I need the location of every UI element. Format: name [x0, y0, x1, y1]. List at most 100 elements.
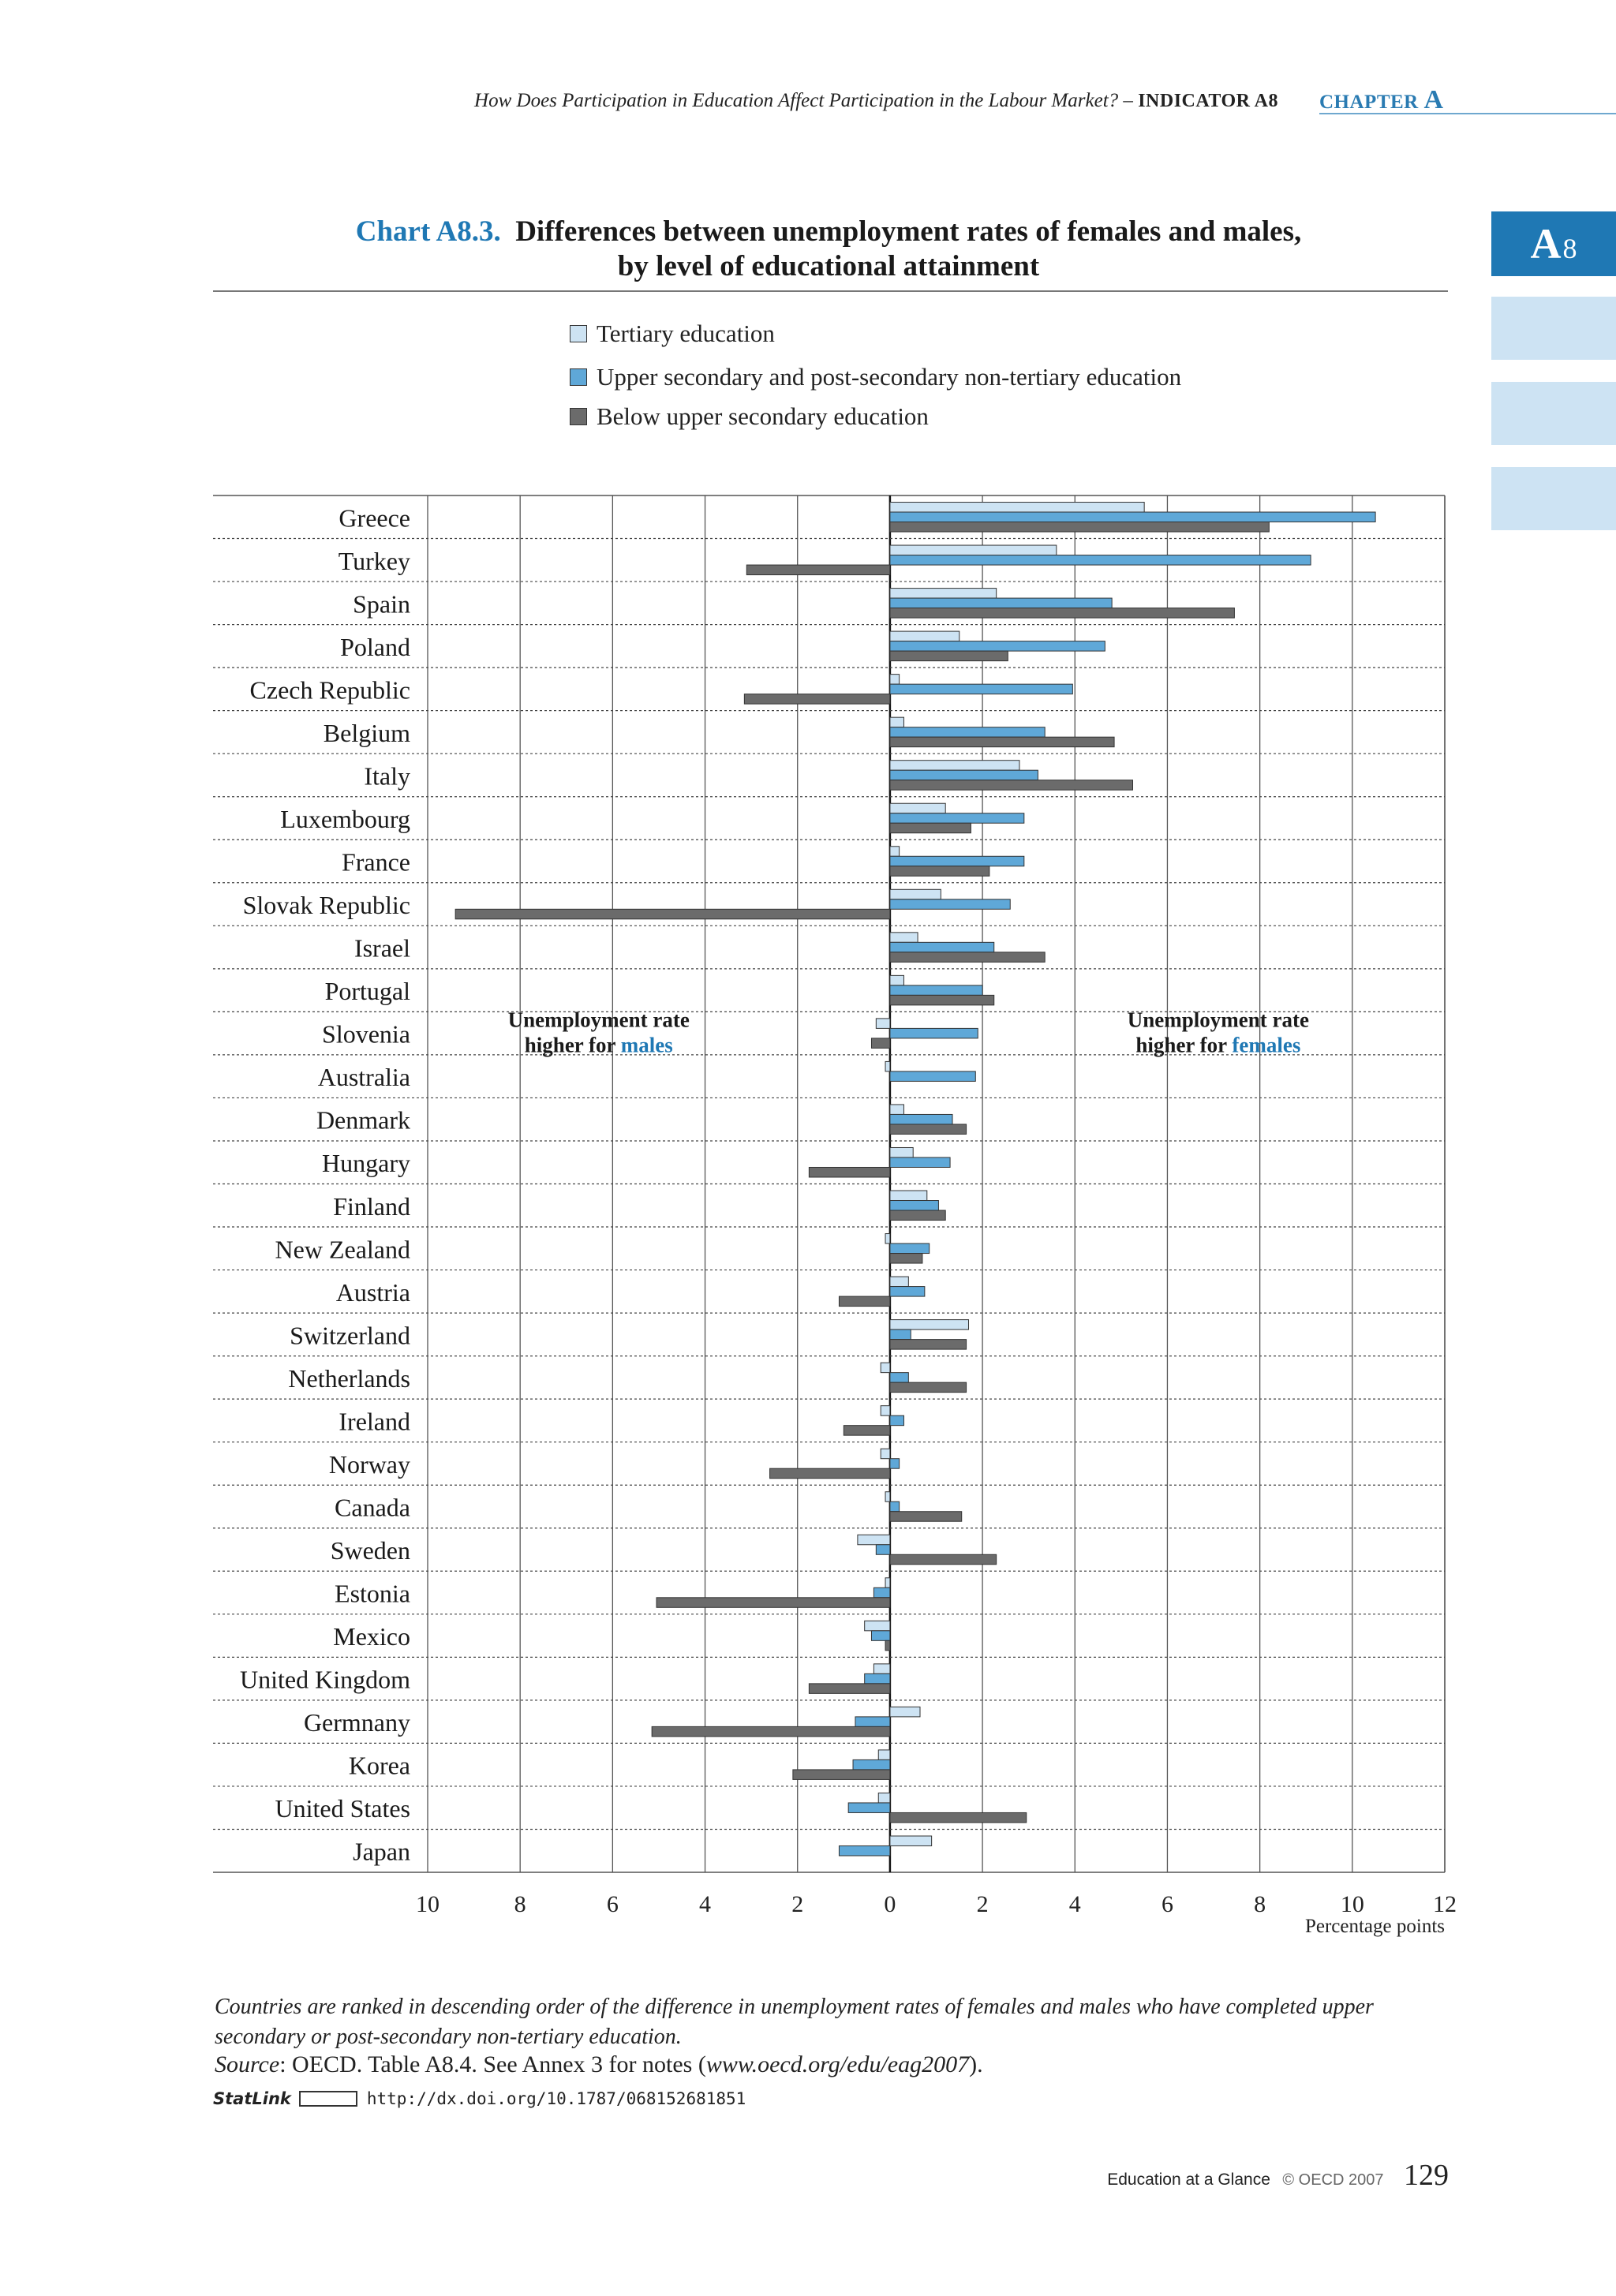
title-rule [213, 290, 1448, 292]
bar-upper-secondary [889, 1113, 953, 1125]
bar-below-upper [808, 1166, 891, 1178]
bar-tertiary [889, 888, 941, 900]
bar-tertiary [880, 1362, 891, 1374]
annotation-right-line2: higher for females [1135, 1034, 1300, 1057]
legend-label-tertiary: Tertiary education [597, 320, 775, 347]
legend-label-upper-secondary: Upper secondary and post-secondary non-t… [597, 363, 1182, 391]
x-axis-label: Percentage points [1305, 1916, 1445, 1937]
bar-tertiary [877, 1792, 891, 1804]
bar-below-upper [889, 1554, 997, 1565]
category-label: Belgium [324, 719, 410, 747]
bar-tertiary [877, 1749, 891, 1760]
category-label: Hungary [322, 1149, 410, 1177]
bar-tertiary [889, 802, 946, 814]
bar-below-upper [454, 908, 891, 920]
source-label: Source [215, 2051, 280, 2077]
category-label: Japan [353, 1838, 410, 1866]
bar-tertiary [889, 846, 900, 857]
bar-tertiary [885, 1233, 891, 1244]
page-number: 129 [1404, 2159, 1449, 2192]
page-footer: Education at a Glance © OECD 2007 129 [1026, 2158, 1449, 2193]
annotation-left-line1: Unemployment rate [508, 1008, 690, 1032]
bar-tertiary [889, 932, 918, 943]
source-line: Source: OECD. Table A8.4. See Annex 3 fo… [215, 2051, 983, 2078]
legend-swatch-below-upper [570, 408, 587, 425]
category-label: Greece [339, 503, 410, 532]
legend-item-upper-secondary: Upper secondary and post-secondary non-t… [570, 363, 1181, 391]
x-tick-label: 0 [884, 1891, 896, 1917]
bar-upper-secondary [889, 597, 1113, 609]
bar-below-upper [889, 650, 1008, 662]
bar-tertiary [873, 1663, 891, 1674]
annotation-left-line2: higher for males [525, 1034, 673, 1057]
statlink-url[interactable]: http://dx.doi.org/10.1787/068152681851 [366, 2089, 746, 2108]
bar-tertiary [889, 760, 1020, 771]
bar-upper-secondary [889, 1372, 909, 1383]
x-tick-label: 4 [699, 1891, 711, 1917]
category-label: New Zealand [275, 1235, 410, 1263]
bar-below-upper [889, 1210, 946, 1221]
bar-upper-secondary [870, 1630, 891, 1641]
annotation-left-prefix: higher for [525, 1034, 621, 1057]
category-label: Sweden [331, 1536, 410, 1565]
category-label: Italy [364, 761, 410, 790]
bar-below-upper [870, 1038, 891, 1049]
bar-below-upper [889, 1124, 967, 1135]
bar-tertiary [889, 1835, 933, 1846]
bar-upper-secondary [889, 641, 1105, 652]
bar-below-upper [843, 1425, 891, 1436]
footer-book-title: Education at a Glance [1107, 2171, 1270, 2189]
category-label: Czech Republic [250, 675, 410, 704]
side-tab-blank-2[interactable] [1491, 382, 1616, 445]
bar-upper-secondary [889, 1286, 926, 1297]
category-label: Slovenia [322, 1020, 410, 1049]
bar-tertiary [880, 1448, 891, 1460]
category-label: Norway [329, 1450, 410, 1479]
bar-tertiary [889, 1276, 909, 1288]
side-tab-blank-3[interactable] [1491, 467, 1616, 530]
bar-upper-secondary [889, 941, 995, 953]
bar-tertiary [889, 502, 1145, 513]
bar-below-upper [743, 694, 891, 705]
chart-number: Chart A8.3. [355, 215, 501, 248]
bar-tertiary [880, 1405, 891, 1416]
bar-upper-secondary [889, 1027, 978, 1039]
bar-upper-secondary [889, 683, 1073, 695]
category-label: Germnany [304, 1708, 410, 1737]
source-url[interactable]: www.oecd.org/edu/eag2007 [705, 2051, 970, 2077]
chart-note: Countries are ranked in descending order… [215, 1995, 1374, 2049]
bar-below-upper [889, 952, 1046, 963]
bar-upper-secondary [873, 1587, 891, 1599]
bar-upper-secondary [889, 1329, 911, 1341]
bar-upper-secondary [889, 985, 983, 996]
bar-upper-secondary [889, 769, 1038, 781]
bar-tertiary [889, 1104, 904, 1115]
x-tick-label: 10 [1341, 1891, 1364, 1917]
bar-below-upper [889, 608, 1235, 619]
bar-below-upper [889, 736, 1115, 748]
statlink: StatLink http://dx.doi.org/10.1787/06815… [213, 2089, 746, 2108]
category-label: Turkey [339, 547, 410, 575]
bar-tertiary [889, 1706, 921, 1718]
bar-tertiary [889, 1319, 970, 1330]
x-tick-label: 6 [1162, 1891, 1173, 1917]
chart-title-line1: Differences between unemployment rates o… [515, 215, 1302, 248]
side-tab-sub: 8 [1562, 233, 1577, 264]
category-label: Estonia [335, 1580, 410, 1608]
chapter-rule [1319, 113, 1616, 114]
bar-tertiary [889, 1146, 914, 1158]
bar-upper-secondary [889, 555, 1311, 566]
category-label: Finland [333, 1192, 410, 1221]
footer-copyright: © OECD 2007 [1282, 2171, 1384, 2189]
bar-upper-secondary [889, 1071, 976, 1082]
bar-upper-secondary [889, 899, 1011, 910]
annotation-left-highlight: males [621, 1034, 673, 1057]
bar-upper-secondary [855, 1716, 891, 1727]
statlink-icon [298, 2091, 357, 2107]
source-text-before: : OECD. Table A8.4. See Annex 3 for note… [279, 2051, 706, 2077]
legend-label-below-upper: Below upper secondary education [597, 402, 929, 430]
bar-tertiary [889, 974, 904, 986]
side-tab-blank-1[interactable] [1491, 297, 1616, 360]
